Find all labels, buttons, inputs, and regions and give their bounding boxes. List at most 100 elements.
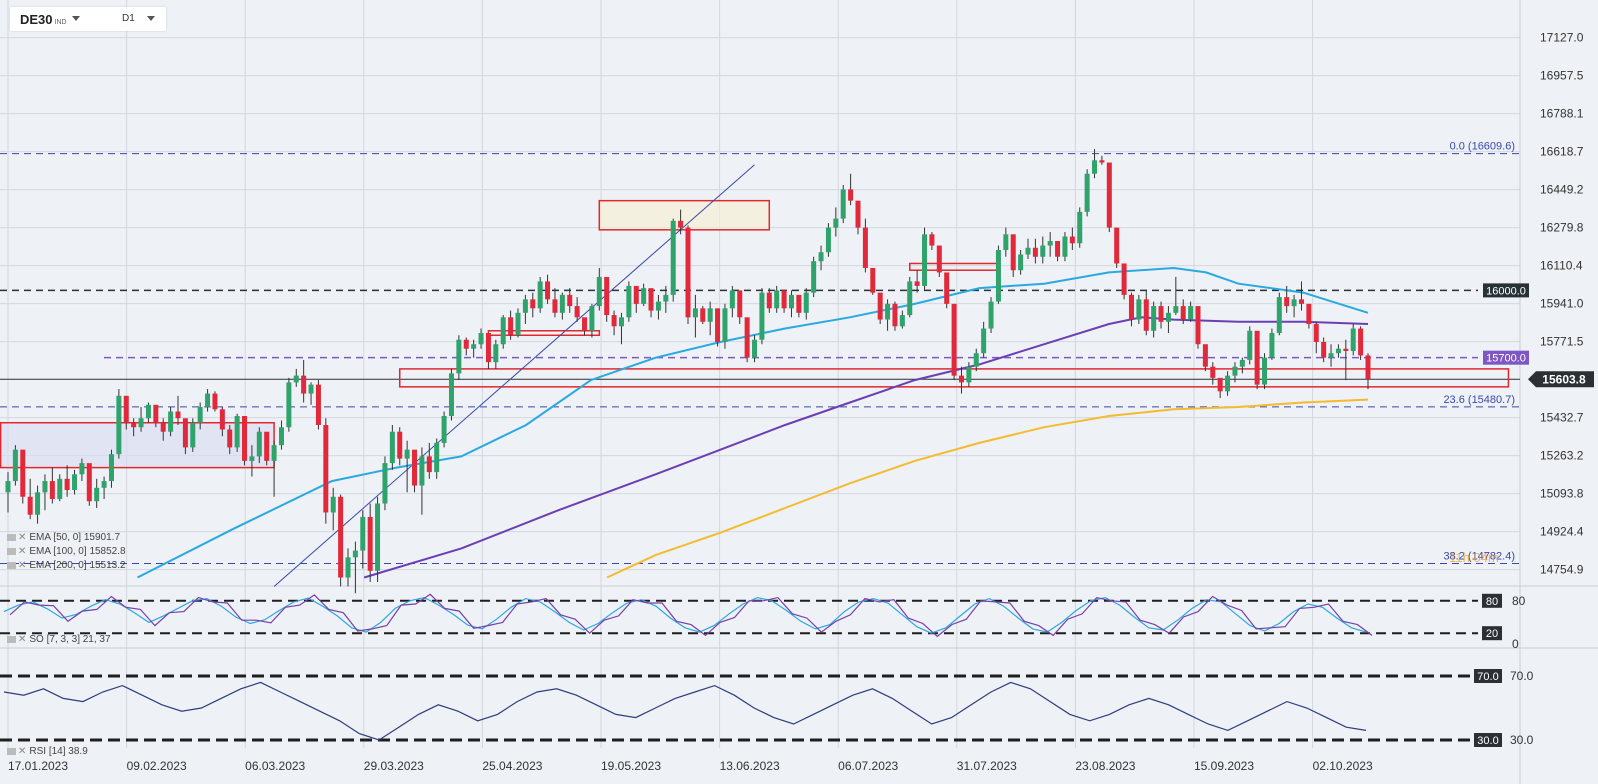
candle-body xyxy=(1306,303,1312,325)
candle-body xyxy=(522,299,528,313)
candle-body xyxy=(345,557,351,578)
candle-body xyxy=(655,301,661,311)
candle-body xyxy=(234,416,240,448)
rsi-level-tag xyxy=(1474,733,1502,747)
candle-body xyxy=(914,281,920,286)
candle-body xyxy=(944,272,950,304)
so-legend[interactable]: ✕ SO [7, 3, 3] 21, 37 xyxy=(7,634,111,645)
demand-zone xyxy=(0,421,275,469)
candle-body xyxy=(219,409,225,430)
candle-body xyxy=(1225,375,1231,392)
candle-body xyxy=(1099,160,1105,163)
symbol-selector[interactable]: DE30 IND xyxy=(20,12,67,27)
ema50-legend[interactable]: ✕ EMA [50, 0] 15901.7 xyxy=(7,532,120,543)
candle-body xyxy=(870,267,876,293)
candle-body xyxy=(1298,299,1304,304)
timeframe-chevron-down-icon[interactable] xyxy=(147,16,155,21)
price-tick-label: 15771.5 xyxy=(1540,335,1584,349)
so-axis-label: 80 xyxy=(1512,594,1526,608)
rsi-level-label: 70.0 xyxy=(1477,671,1498,683)
candle-body xyxy=(1084,173,1090,212)
candle-body xyxy=(1284,297,1290,307)
price-tick-label: 14924.4 xyxy=(1540,525,1584,539)
date-tick-label: 15.09.2023 xyxy=(1194,759,1254,773)
rsi-label: RSI [14] 38.9 xyxy=(29,746,88,757)
candle-body xyxy=(338,496,344,578)
candle-body xyxy=(611,315,617,327)
candle-body xyxy=(818,252,824,262)
candle-body xyxy=(434,442,440,473)
candle-body xyxy=(256,431,262,457)
candle-body xyxy=(1121,263,1127,295)
candle-body xyxy=(995,250,1001,302)
candle-body xyxy=(618,317,624,327)
candle-body xyxy=(729,290,735,309)
candle-body xyxy=(988,301,994,329)
candle-body xyxy=(877,292,883,320)
ema200-legend[interactable]: ✕ EMA [200, 0] 15513.2 xyxy=(7,560,126,571)
close-icon[interactable]: ✕ xyxy=(18,532,27,543)
candle-body xyxy=(448,373,454,417)
candle-body xyxy=(278,427,284,446)
candle-body xyxy=(803,292,809,313)
level-tag-label: 15700.0 xyxy=(1486,353,1526,365)
candle-body xyxy=(766,292,772,309)
candle-body xyxy=(463,339,469,349)
date-tick-label: 25.04.2023 xyxy=(482,759,542,773)
candle-body xyxy=(825,227,831,253)
candle-body xyxy=(138,418,144,428)
ema50-value: 15901.7 xyxy=(83,532,121,543)
candle-body xyxy=(315,384,321,425)
price-tick-label: 16110.4 xyxy=(1540,259,1583,273)
eye-icon[interactable] xyxy=(7,635,16,643)
candle-body xyxy=(936,245,942,273)
candle-body xyxy=(885,303,891,320)
candle-body xyxy=(471,344,477,349)
candle-body xyxy=(1202,344,1208,367)
symbol-chevron-down-icon[interactable] xyxy=(72,16,80,21)
price-tick-label: 15941.0 xyxy=(1540,297,1584,311)
candle-body xyxy=(197,407,203,423)
rsi-legend[interactable]: ✕ RSI [14] 38.9 xyxy=(7,746,88,757)
price-tick-label: 16957.5 xyxy=(1540,69,1584,83)
candle-body xyxy=(781,290,787,309)
date-tick-label: 29.03.2023 xyxy=(364,759,424,773)
eye-icon[interactable] xyxy=(7,561,16,569)
candle-body xyxy=(973,353,979,367)
candle-body xyxy=(1365,355,1371,380)
rsi-axis-label: 30.0 xyxy=(1510,733,1534,747)
candle-body xyxy=(559,294,565,313)
candle-body xyxy=(397,431,403,459)
timeframe-selector[interactable]: D1 xyxy=(122,13,135,24)
rsi-level-tag xyxy=(1474,669,1502,683)
eye-icon[interactable] xyxy=(7,747,16,755)
ema200-line xyxy=(606,398,1369,579)
close-icon[interactable]: ✕ xyxy=(18,634,27,645)
candle-body xyxy=(249,456,255,461)
eye-icon[interactable] xyxy=(7,547,16,555)
candle-body xyxy=(1092,160,1098,174)
candle-body xyxy=(752,339,758,358)
close-icon[interactable]: ✕ xyxy=(18,546,27,557)
candle-body xyxy=(94,487,100,502)
candle-body xyxy=(404,449,410,459)
close-icon[interactable]: ✕ xyxy=(18,746,27,757)
price-tick-label: 16788.1 xyxy=(1540,107,1584,121)
close-icon[interactable]: ✕ xyxy=(18,560,27,571)
candle-body xyxy=(286,382,292,428)
price-tick-label: 15093.8 xyxy=(1540,487,1584,501)
eye-icon[interactable] xyxy=(7,533,16,541)
date-tick-label: 09.02.2023 xyxy=(127,759,187,773)
candle-body xyxy=(1350,328,1356,351)
candle-body xyxy=(1217,377,1223,392)
candle-body xyxy=(966,366,972,383)
candle-body xyxy=(1077,211,1083,244)
date-tick-label: 31.07.2023 xyxy=(957,759,1017,773)
candle-body xyxy=(42,481,48,493)
candle-body xyxy=(1173,306,1179,313)
ema100-legend[interactable]: ✕ EMA [100, 0] 15852.8 xyxy=(7,546,126,557)
ema200-label: EMA [200, 0] xyxy=(29,560,87,571)
candle-body xyxy=(1276,297,1282,334)
candle-body xyxy=(271,445,277,461)
